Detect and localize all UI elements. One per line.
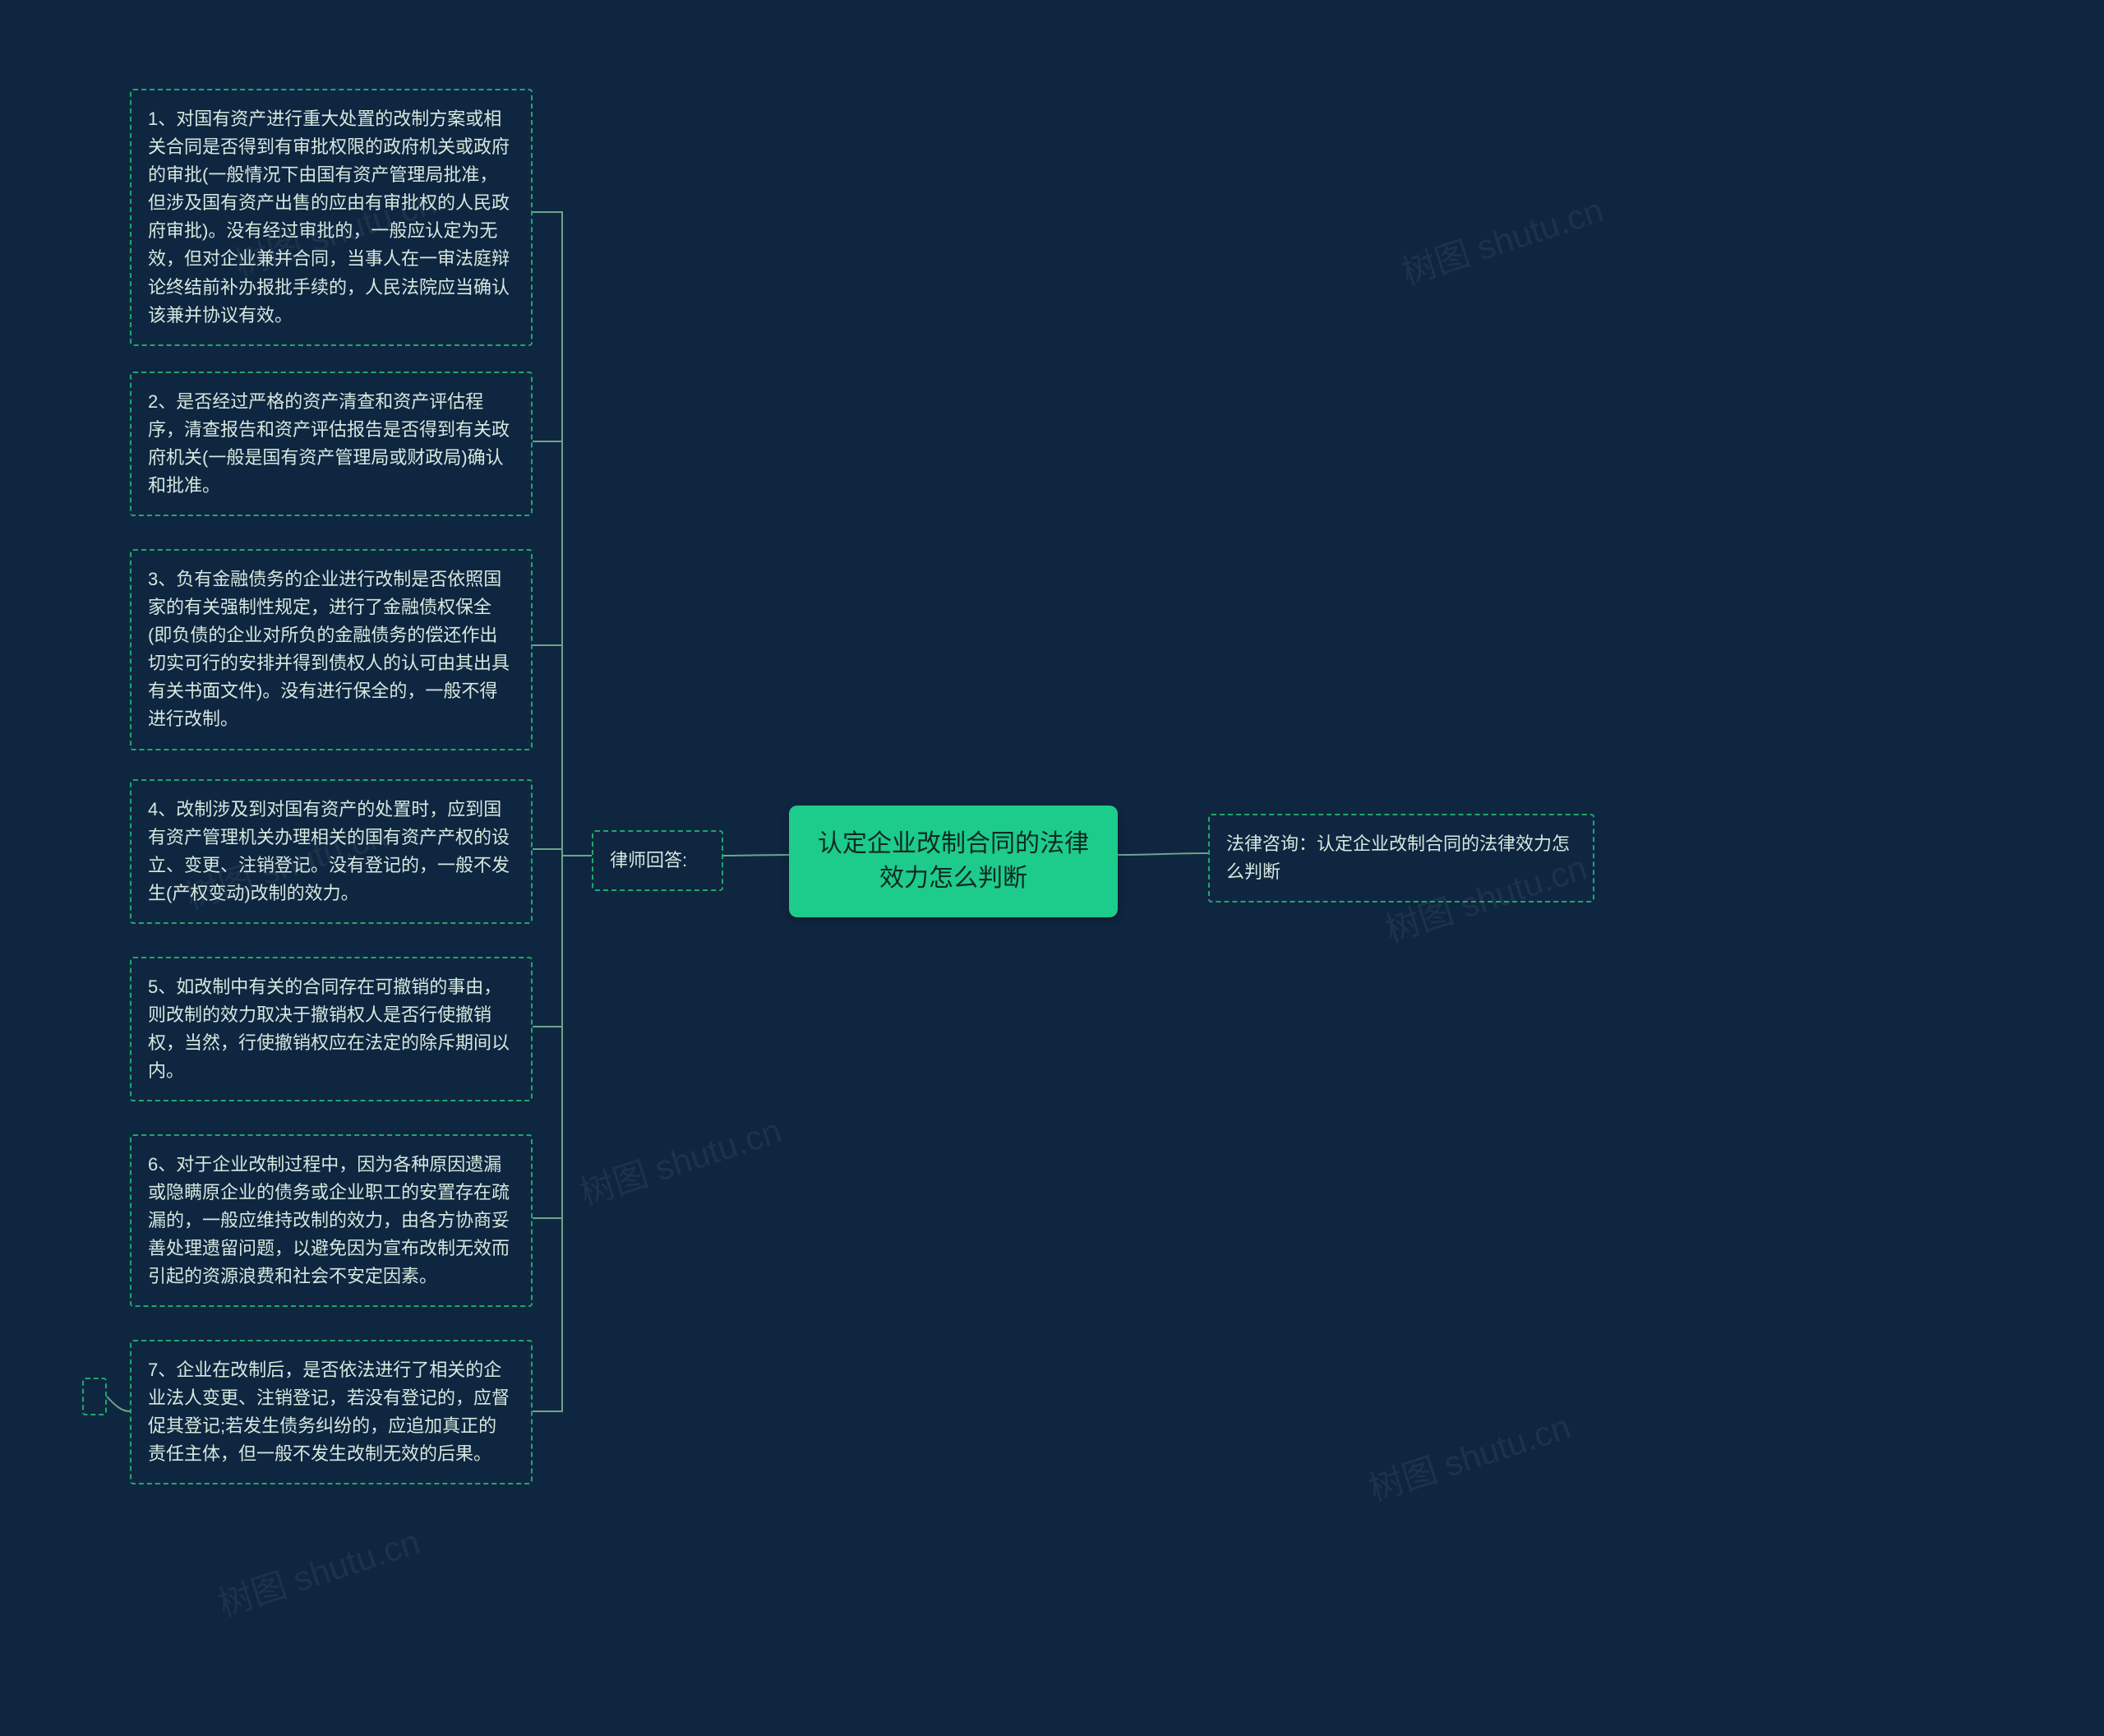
answer-item-1[interactable]: 1、对国有资产进行重大处置的改制方案或相关合同是否得到有审批权限的政府机关或政府…: [130, 89, 533, 346]
watermark: 树图 shutu.cn: [1395, 182, 1609, 295]
answer-item-7[interactable]: 7、企业在改制后，是否依法进行了相关的企业法人变更、注销登记，若没有登记的，应督…: [130, 1340, 533, 1484]
orphan-node[interactable]: [82, 1378, 107, 1415]
answer-item-5[interactable]: 5、如改制中有关的合同存在可撤销的事由，则改制的效力取决于撤销权人是否行使撤销权…: [130, 957, 533, 1101]
watermark: 树图 shutu.cn: [1362, 1399, 1576, 1512]
right-branch-consult[interactable]: 法律咨询：认定企业改制合同的法律效力怎么判断: [1208, 814, 1594, 903]
watermark: 树图 shutu.cn: [211, 1514, 426, 1627]
answer-item-3[interactable]: 3、负有金融债务的企业进行改制是否依照国家的有关强制性规定，进行了金融债权保全(…: [130, 549, 533, 750]
answer-item-4[interactable]: 4、改制涉及到对国有资产的处置时，应到国有资产管理机关办理相关的国有资产产权的设…: [130, 779, 533, 924]
center-topic[interactable]: 认定企业改制合同的法律效力怎么判断: [789, 806, 1118, 917]
answer-item-6[interactable]: 6、对于企业改制过程中，因为各种原因遗漏或隐瞒原企业的债务或企业职工的安置存在疏…: [130, 1134, 533, 1307]
mindmap-canvas: 树图 shutu.cn 树图 shutu.cn 树图 shutu.cn 树图 s…: [0, 0, 2104, 1736]
left-branch-answer[interactable]: 律师回答:: [592, 830, 723, 891]
answer-item-2[interactable]: 2、是否经过严格的资产清查和资产评估程序，清查报告和资产评估报告是否得到有关政府…: [130, 372, 533, 516]
watermark: 树图 shutu.cn: [573, 1103, 787, 1216]
